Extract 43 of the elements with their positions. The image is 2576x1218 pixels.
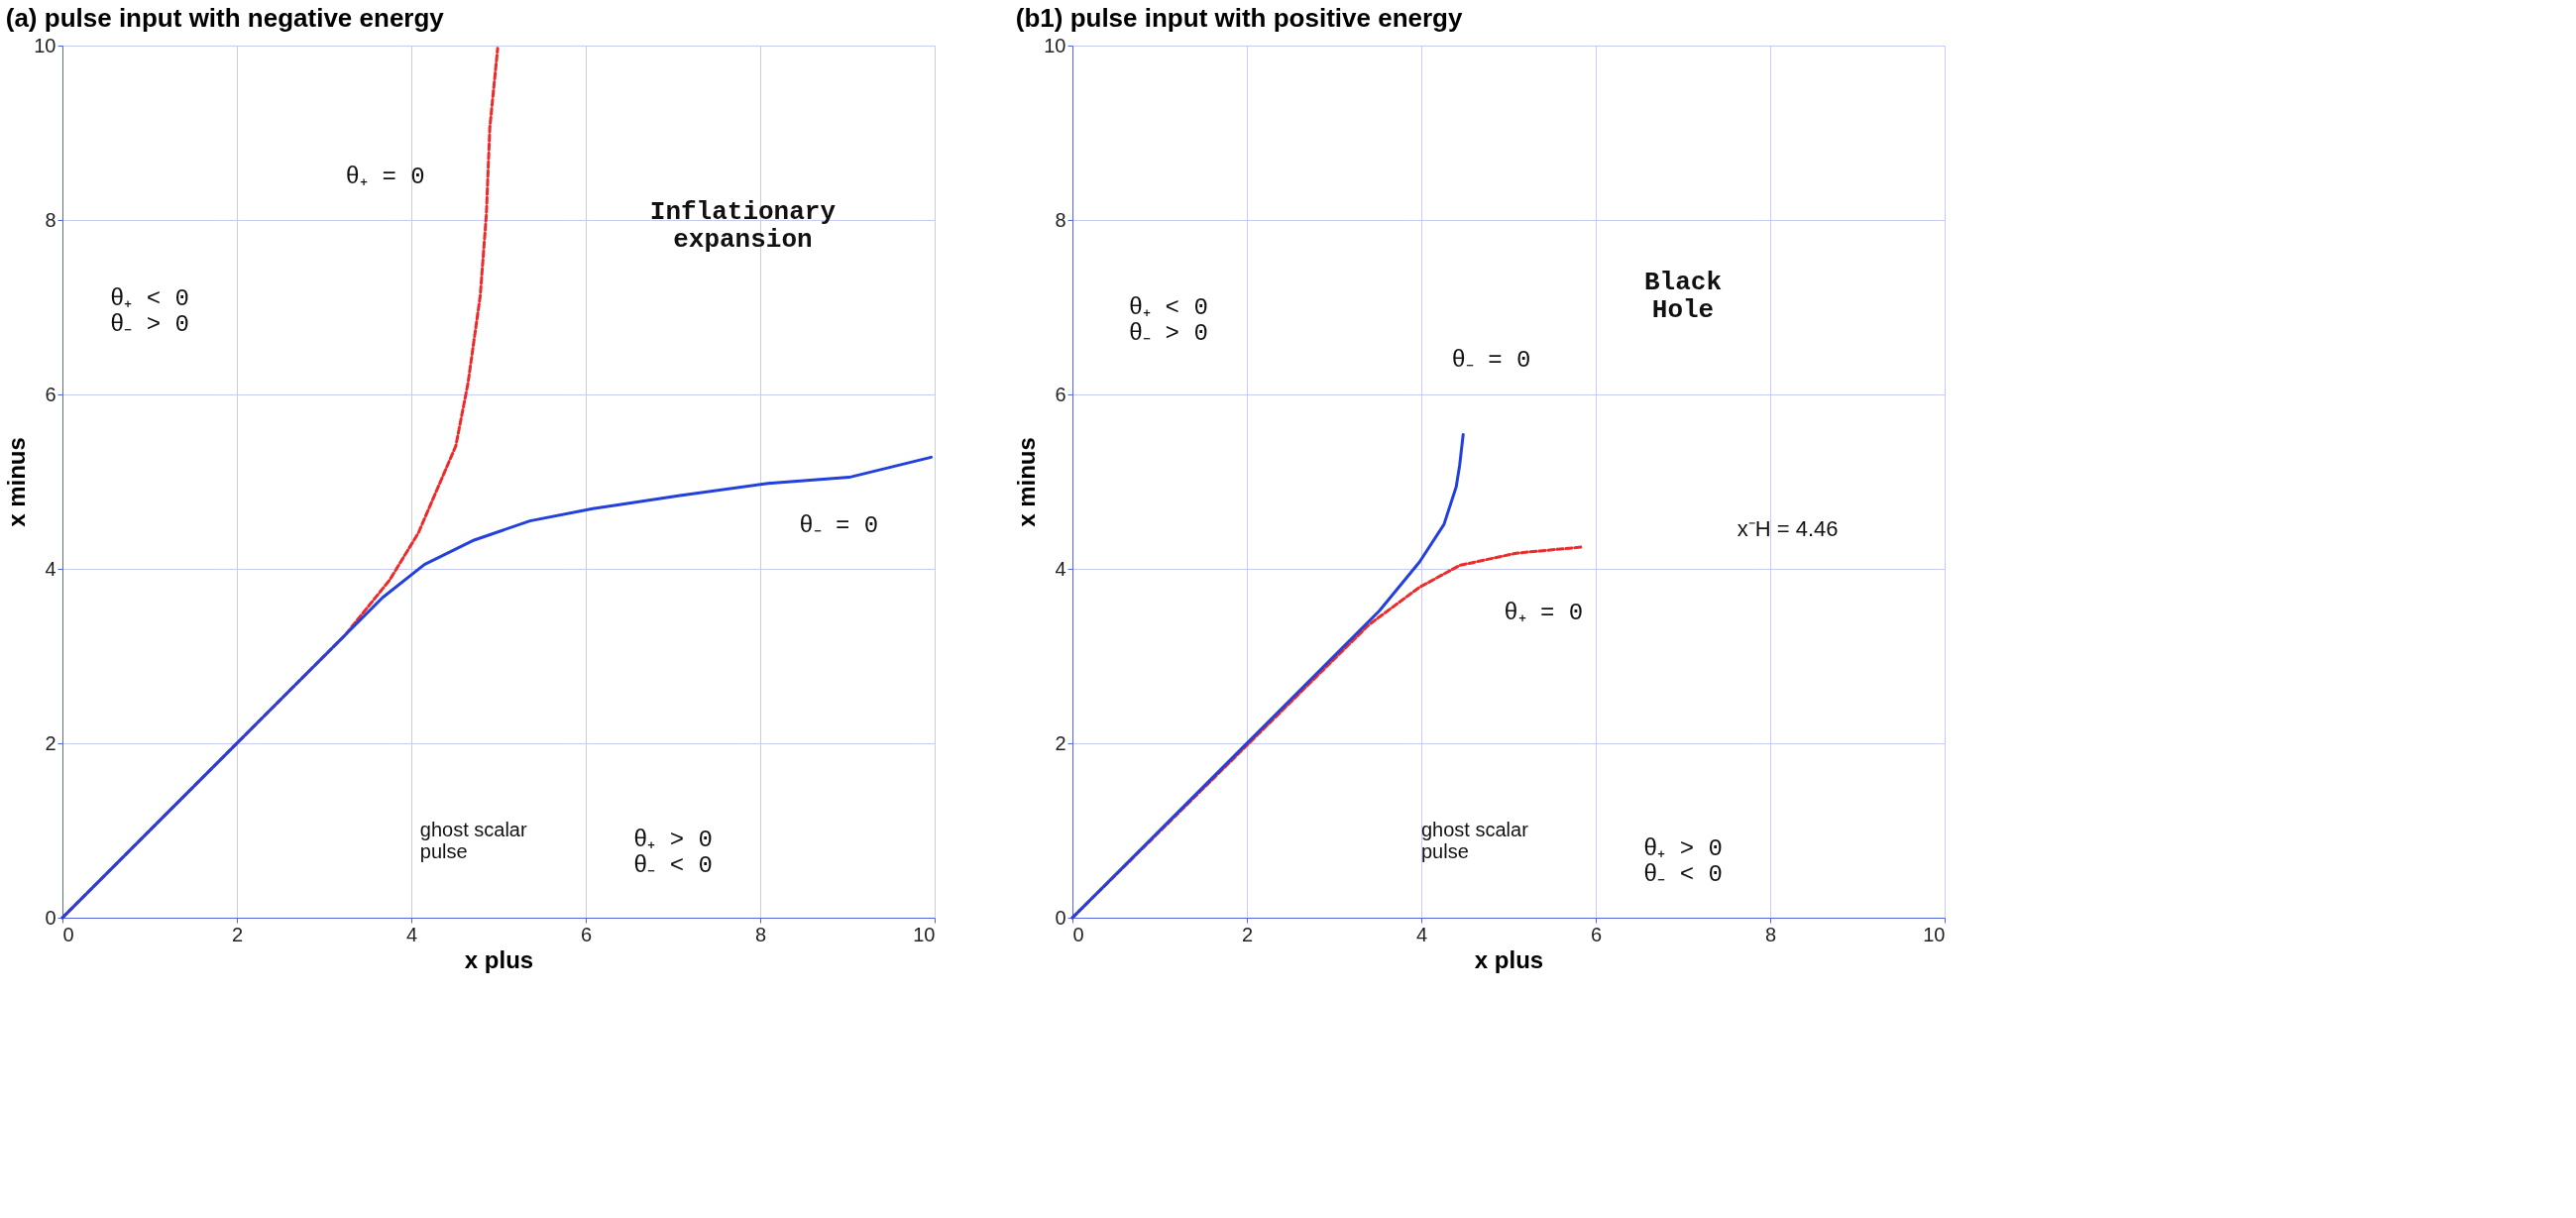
annotation: θ₊ > 0 θ₋ < 0 [1642, 834, 1724, 888]
x-tick-label: 2 [1241, 923, 1254, 945]
annotation: ghost scalar pulse [1421, 819, 1529, 862]
chart-title: (b1) pulse input with positive energy [1015, 3, 1463, 33]
x-tick-label: 0 [62, 923, 74, 945]
x-tick-label: 8 [754, 923, 767, 945]
x-tick-label: 10 [913, 923, 936, 945]
x-tick-label: 10 [1923, 923, 1946, 945]
x-tick-label: 6 [580, 923, 593, 945]
annotation: ghost scalar pulse [419, 819, 527, 862]
y-tick-label: 0 [45, 906, 56, 929]
annotation: θ₊ < 0 θ₋ > 0 [1128, 294, 1208, 347]
annotation: θ₊ > 0 θ₋ < 0 [632, 826, 714, 879]
y-axis-title: x minus [3, 437, 31, 527]
y-tick-label: 2 [45, 731, 56, 754]
y-tick-label: 10 [1044, 34, 1066, 56]
annotation: θ₊ = 0 [345, 164, 425, 190]
annotation: θ₊ < 0 θ₋ > 0 [109, 285, 190, 339]
y-tick-label: 8 [45, 208, 56, 231]
annotation: Inflationary expansion [649, 197, 837, 256]
x-tick-label: 4 [1415, 923, 1428, 945]
y-tick-label: 10 [34, 34, 56, 56]
x-tick-label: 2 [231, 923, 244, 945]
y-tick-label: 6 [45, 383, 56, 405]
x-tick-label: 8 [1764, 923, 1777, 945]
y-tick-label: 8 [1055, 208, 1066, 231]
y-tick-label: 6 [1055, 383, 1066, 405]
y-tick-label: 2 [1055, 731, 1066, 754]
annotation: Black Hole [1643, 267, 1723, 325]
y-tick-label: 0 [1055, 906, 1066, 929]
annotation: θ₋ = 0 [1451, 346, 1531, 374]
annotation: x⁻H = 4.46 [1736, 515, 1839, 541]
x-axis-title: x plus [464, 945, 534, 973]
y-axis-title: x minus [1013, 437, 1041, 527]
x-tick-label: 0 [1072, 923, 1084, 945]
x-tick-label: 6 [1590, 923, 1603, 945]
annotation: θ₋ = 0 [799, 512, 879, 539]
annotation: θ₊ = 0 [1504, 600, 1584, 626]
chart-title: (a) pulse input with negative energy [5, 3, 445, 33]
y-tick-label: 4 [45, 557, 56, 580]
x-tick-label: 4 [405, 923, 418, 945]
x-axis-title: x plus [1474, 945, 1544, 973]
y-tick-label: 4 [1055, 557, 1066, 580]
